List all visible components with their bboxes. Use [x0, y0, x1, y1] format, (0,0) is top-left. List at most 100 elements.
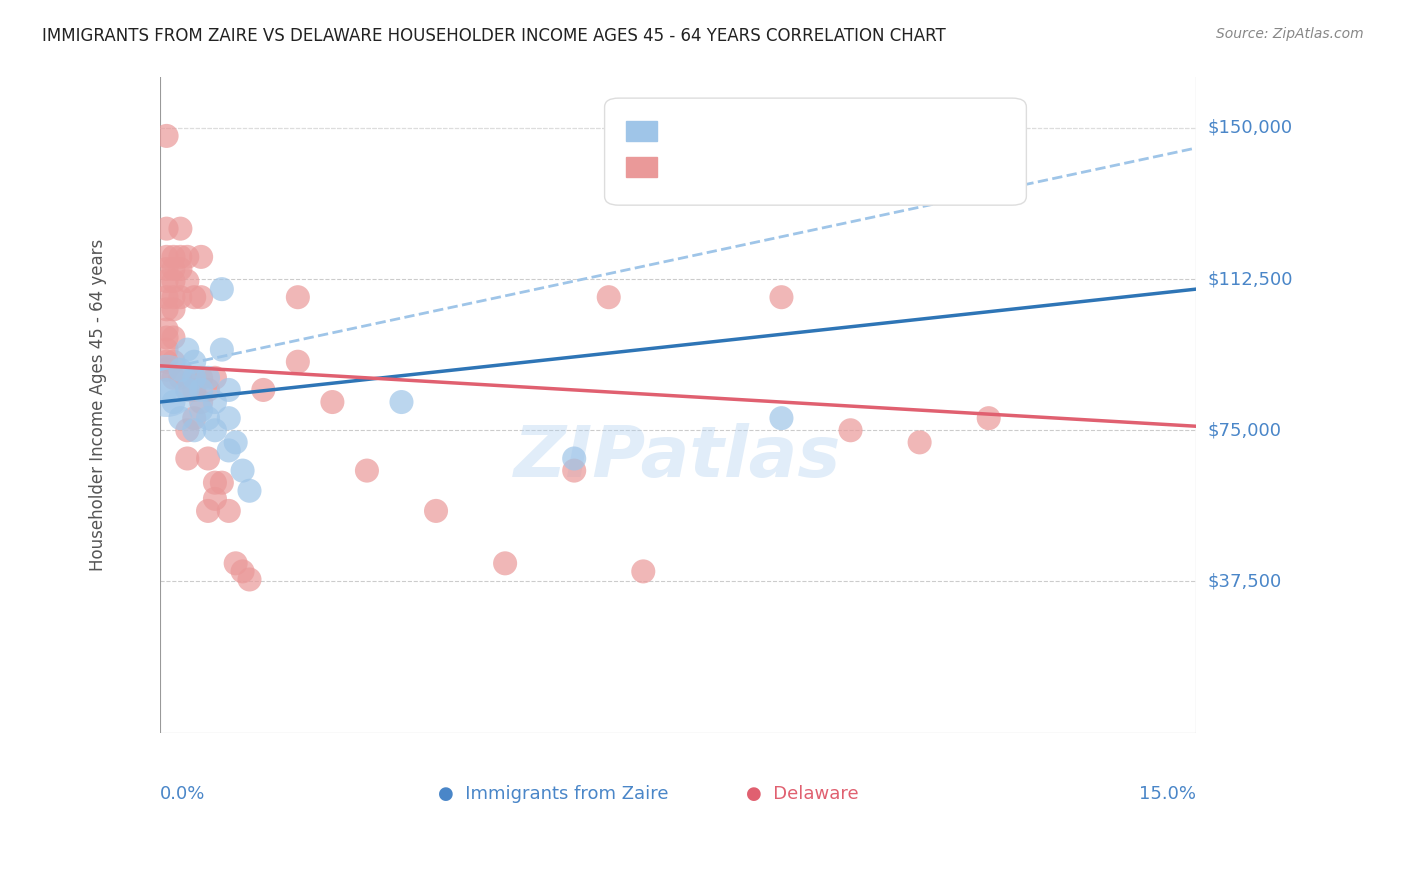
Point — [176, 343, 198, 357]
Point — [162, 274, 184, 288]
Point — [155, 322, 177, 336]
Point — [155, 363, 177, 377]
Point — [391, 395, 413, 409]
Point — [211, 343, 233, 357]
Point — [183, 423, 205, 437]
Point — [176, 383, 198, 397]
Point — [162, 250, 184, 264]
Point — [598, 290, 620, 304]
Point — [176, 383, 198, 397]
Point — [155, 302, 177, 317]
Point — [183, 371, 205, 385]
Point — [204, 423, 226, 437]
Point — [169, 250, 191, 264]
Point — [190, 383, 212, 397]
Text: Source: ZipAtlas.com: Source: ZipAtlas.com — [1216, 27, 1364, 41]
Point — [190, 250, 212, 264]
Point — [162, 395, 184, 409]
Point — [321, 395, 343, 409]
Point — [190, 371, 212, 385]
Point — [155, 221, 177, 235]
Point — [287, 355, 309, 369]
Point — [169, 221, 191, 235]
Point — [162, 262, 184, 277]
Text: IMMIGRANTS FROM ZAIRE VS DELAWARE HOUSEHOLDER INCOME AGES 45 - 64 YEARS CORRELAT: IMMIGRANTS FROM ZAIRE VS DELAWARE HOUSEH… — [42, 27, 946, 45]
Point — [169, 290, 191, 304]
Text: ●  Delaware: ● Delaware — [745, 785, 859, 803]
Point — [155, 379, 177, 393]
Point — [183, 371, 205, 385]
Point — [183, 383, 205, 397]
Point — [169, 371, 191, 385]
Point — [287, 290, 309, 304]
Point — [197, 504, 219, 518]
Text: $37,500: $37,500 — [1208, 573, 1281, 591]
Point — [204, 491, 226, 506]
Point — [204, 395, 226, 409]
Point — [839, 423, 862, 437]
Point — [190, 290, 212, 304]
Text: ZIPatlas: ZIPatlas — [515, 423, 842, 492]
Point — [183, 411, 205, 425]
Text: $150,000: $150,000 — [1208, 119, 1292, 136]
Text: 0.0%: 0.0% — [160, 785, 205, 803]
Point — [155, 355, 177, 369]
Point — [494, 557, 516, 571]
Point — [908, 435, 931, 450]
Point — [770, 290, 793, 304]
Point — [176, 451, 198, 466]
Point — [155, 290, 177, 304]
Point — [155, 330, 177, 344]
Point — [155, 383, 177, 397]
Point — [218, 443, 240, 458]
Text: $112,500: $112,500 — [1208, 270, 1292, 288]
Point — [197, 451, 219, 466]
Point — [218, 411, 240, 425]
Point — [183, 290, 205, 304]
Point — [169, 363, 191, 377]
Text: ●  Immigrants from Zaire: ● Immigrants from Zaire — [439, 785, 669, 803]
Point — [162, 355, 184, 369]
Point — [225, 557, 247, 571]
Point — [197, 411, 219, 425]
Text: $75,000: $75,000 — [1208, 421, 1281, 439]
Point — [977, 411, 1000, 425]
Point — [176, 250, 198, 264]
Point — [190, 395, 212, 409]
Point — [356, 464, 378, 478]
Point — [197, 371, 219, 385]
Point — [190, 403, 212, 417]
Point — [770, 411, 793, 425]
Point — [204, 371, 226, 385]
Point — [218, 383, 240, 397]
Point — [211, 282, 233, 296]
Point — [176, 274, 198, 288]
Point — [155, 343, 177, 357]
Point — [176, 423, 198, 437]
Point — [225, 435, 247, 450]
Point — [204, 475, 226, 490]
Point — [169, 411, 191, 425]
Point — [633, 565, 655, 579]
Point — [155, 128, 177, 143]
Point — [162, 371, 184, 385]
Point — [252, 383, 274, 397]
Text: R = -0.108   N = 63: R = -0.108 N = 63 — [633, 156, 796, 174]
Point — [155, 262, 177, 277]
Point — [562, 451, 585, 466]
Point — [238, 573, 260, 587]
Point — [162, 290, 184, 304]
Text: Householder Income Ages 45 - 64 years: Householder Income Ages 45 - 64 years — [89, 239, 107, 571]
Point — [425, 504, 447, 518]
Text: 15.0%: 15.0% — [1139, 785, 1197, 803]
Point — [155, 274, 177, 288]
Point — [169, 262, 191, 277]
Point — [183, 355, 205, 369]
Point — [162, 302, 184, 317]
Point — [232, 565, 254, 579]
Point — [162, 330, 184, 344]
Text: R =  0.249   N = 26: R = 0.249 N = 26 — [633, 120, 794, 138]
Point — [238, 483, 260, 498]
Point — [197, 383, 219, 397]
Point — [232, 464, 254, 478]
